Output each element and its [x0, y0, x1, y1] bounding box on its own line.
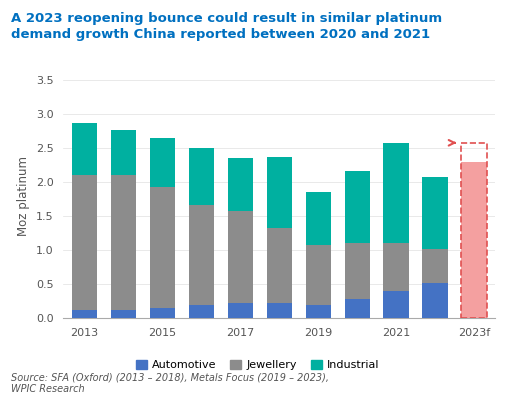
- Bar: [228, 158, 253, 211]
- Bar: [111, 310, 136, 318]
- Bar: [345, 243, 370, 299]
- Bar: [422, 249, 448, 283]
- Bar: [461, 162, 486, 318]
- Bar: [189, 305, 214, 318]
- Y-axis label: Moz platinum: Moz platinum: [17, 156, 30, 236]
- Text: Source: SFA (Oxford) (2013 – 2018), Metals Focus (2019 – 2023),
WPIC Research: Source: SFA (Oxford) (2013 – 2018), Meta…: [11, 372, 328, 394]
- Bar: [267, 303, 292, 318]
- Bar: [150, 308, 175, 318]
- Bar: [345, 299, 370, 318]
- Bar: [150, 187, 175, 308]
- Bar: [306, 245, 331, 305]
- Bar: [228, 303, 253, 318]
- Bar: [267, 228, 292, 303]
- Bar: [72, 123, 97, 175]
- Bar: [72, 310, 97, 318]
- Bar: [111, 175, 136, 310]
- Bar: [306, 305, 331, 318]
- Bar: [384, 291, 409, 318]
- Bar: [189, 205, 214, 305]
- Bar: [306, 193, 331, 245]
- Bar: [111, 130, 136, 175]
- Bar: [422, 177, 448, 249]
- Bar: [422, 283, 448, 318]
- Bar: [461, 143, 486, 318]
- Legend: Automotive, Jewellery, Industrial: Automotive, Jewellery, Industrial: [131, 356, 384, 375]
- Bar: [345, 171, 370, 243]
- Bar: [189, 148, 214, 205]
- Bar: [384, 244, 409, 291]
- Bar: [228, 211, 253, 303]
- Text: A 2023 reopening bounce could result in similar platinum
demand growth China rep: A 2023 reopening bounce could result in …: [11, 12, 442, 41]
- Bar: [150, 138, 175, 187]
- Bar: [72, 175, 97, 310]
- Bar: [267, 157, 292, 228]
- Bar: [384, 143, 409, 244]
